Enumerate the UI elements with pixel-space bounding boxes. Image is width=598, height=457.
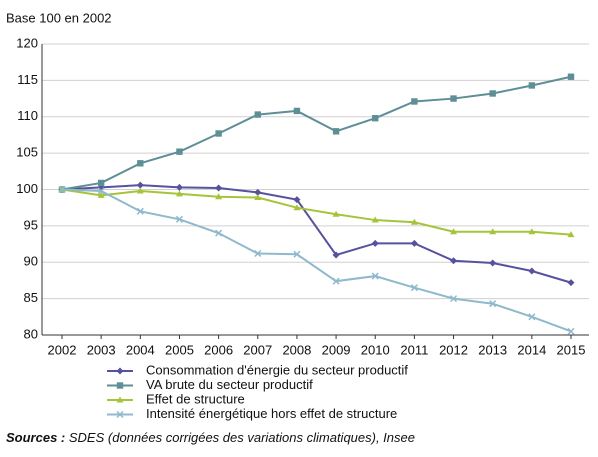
data-point: [175, 183, 183, 191]
y-tick-label: 115: [17, 72, 38, 87]
data-point: [136, 187, 144, 194]
data-point: [372, 115, 379, 122]
data-point: [410, 218, 418, 225]
legend-label: Effet de structure: [146, 391, 245, 406]
series-line: [61, 184, 572, 284]
y-tick-label: 120: [16, 35, 38, 50]
series-line: [61, 75, 572, 191]
data-point: [175, 215, 183, 223]
data-point: [567, 231, 575, 238]
data-point: [567, 73, 575, 80]
data-point: [293, 196, 301, 204]
data-point: [371, 239, 379, 247]
data-point: [567, 279, 575, 287]
data-point: [97, 187, 105, 195]
data-point: [450, 95, 457, 102]
x-tick-label: 2015: [557, 342, 586, 357]
x-tick-label: 2009: [322, 342, 351, 357]
chart-subtitle: Base 100 en 2002: [6, 10, 112, 25]
data-point: [489, 90, 496, 97]
source-text: SDES (données corrigées des variations c…: [69, 430, 415, 445]
data-point: [411, 98, 418, 105]
data-point: [410, 239, 418, 247]
data-point: [175, 190, 183, 197]
data-point: [293, 250, 301, 258]
y-tick-label: 90: [24, 254, 38, 269]
data-point: [254, 111, 261, 118]
data-point: [136, 181, 144, 189]
legend-marker: [116, 382, 124, 389]
series: [58, 181, 575, 287]
data-point: [215, 184, 223, 192]
data-point: [371, 216, 379, 223]
data-point: [450, 295, 458, 303]
y-tick-label: 85: [24, 290, 38, 305]
source-label: Sources :: [6, 430, 65, 445]
data-point: [136, 207, 144, 215]
data-point: [528, 82, 536, 89]
y-tick-label: 95: [24, 217, 38, 232]
legend-marker: [116, 396, 124, 403]
x-tick-label: 2005: [165, 342, 194, 357]
data-point: [215, 193, 223, 200]
data-point: [332, 251, 340, 259]
data-point: [528, 228, 536, 235]
series: [58, 73, 575, 193]
data-point: [332, 210, 340, 217]
data-point: [528, 313, 536, 321]
x-tick-label: 2007: [243, 342, 272, 357]
source: Sources : SDES (données corrigées des va…: [6, 430, 415, 445]
data-point: [410, 284, 418, 292]
data-point: [450, 228, 458, 235]
data-point: [176, 148, 183, 155]
data-point: [528, 267, 536, 275]
data-point: [293, 204, 301, 211]
legend-marker: [116, 410, 124, 419]
x-tick-label: 2004: [126, 342, 155, 357]
legend-label: Consommation d'énergie du secteur produc…: [146, 362, 408, 377]
x-tick-label: 2002: [48, 342, 77, 357]
x-tick-label: 2014: [517, 342, 546, 357]
data-point: [332, 277, 340, 285]
x-tick-label: 2006: [204, 342, 233, 357]
series: [58, 185, 575, 335]
y-tick-label: 80: [24, 326, 38, 341]
data-point: [450, 257, 458, 265]
data-point: [254, 194, 262, 201]
y-tick-label: 105: [16, 145, 38, 160]
data-point: [371, 272, 379, 280]
x-tick-label: 2011: [400, 342, 428, 357]
data-point: [489, 259, 497, 267]
x-tick-label: 2008: [282, 342, 311, 357]
data-point: [215, 229, 223, 237]
y-tick-label: 110: [17, 108, 38, 123]
data-point: [293, 107, 301, 115]
data-point: [97, 191, 105, 198]
y-tick-label: 100: [16, 181, 38, 196]
legend-marker: [116, 367, 124, 375]
data-point: [254, 249, 262, 258]
data-point: [489, 228, 497, 235]
legend-label: Intensité énergétique hors effet de stru…: [146, 406, 397, 421]
data-point: [137, 160, 144, 167]
data-point: [332, 128, 340, 135]
data-point: [489, 300, 497, 308]
x-tick-label: 2012: [439, 342, 468, 357]
x-tick-label: 2010: [361, 342, 390, 357]
series-line: [61, 188, 572, 333]
x-tick-label: 2003: [87, 342, 116, 357]
series: [58, 186, 575, 238]
data-point: [97, 179, 105, 187]
data-point: [215, 130, 222, 137]
x-tick-label: 2013: [478, 342, 507, 357]
legend-label: VA brute du secteur productif: [146, 377, 313, 392]
series-line: [61, 188, 572, 236]
data-point: [567, 327, 575, 335]
data-point: [58, 185, 66, 194]
data-point: [254, 188, 262, 196]
